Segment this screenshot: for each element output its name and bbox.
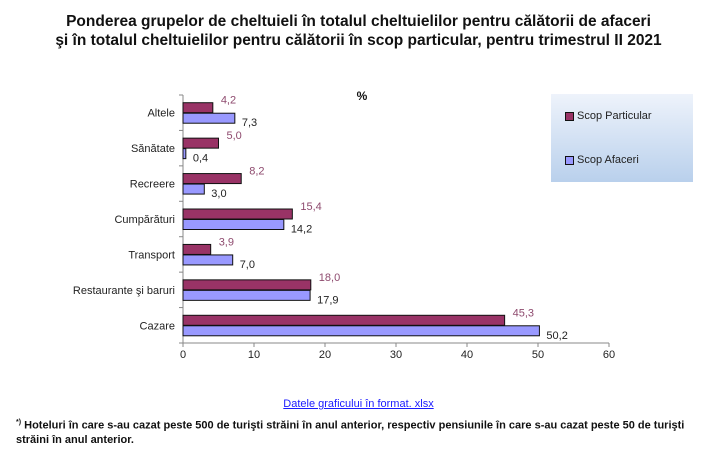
legend-label-afaceri: Scop Afaceri xyxy=(577,154,639,166)
bar-afaceri xyxy=(182,148,187,160)
data-label-particular: 5,0 xyxy=(227,130,242,142)
x-tick-label: 60 xyxy=(603,349,615,361)
data-label-particular: 3,9 xyxy=(219,236,234,248)
title-line-2: şi în totalul cheltuielilor pentru călăt… xyxy=(55,32,662,49)
category-label: Transport xyxy=(128,249,175,261)
title-line-1: Ponderea grupelor de cheltuieli în total… xyxy=(66,13,651,30)
bar-afaceri xyxy=(182,183,205,195)
data-xlsx-link[interactable]: Datele graficului în format. xlsx xyxy=(283,398,434,410)
legend: Scop Particular Scop Afaceri xyxy=(551,94,693,182)
x-tick-label: 10 xyxy=(248,349,260,361)
data-label-particular: 15,4 xyxy=(300,201,321,213)
bar-chart: % 0 10 20 30 40 50 60 Altele 4,2 7,3 Sănătate 5,0 0,4… xyxy=(73,89,615,361)
bar-afaceri xyxy=(182,254,234,266)
x-tick-label: 30 xyxy=(390,349,402,361)
data-label-afaceri: 0,4 xyxy=(193,153,208,165)
category-label: Restaurante şi baruri xyxy=(73,285,175,297)
data-label-afaceri: 7,0 xyxy=(240,259,255,271)
category-label: Sănătate xyxy=(131,143,175,155)
footnote-text: Hoteluri în care s-au cazat peste 500 de… xyxy=(16,419,685,446)
legend-swatch-afaceri xyxy=(565,155,574,165)
chart-title: Ponderea grupelor de cheltuieli în total… xyxy=(0,12,717,50)
bar-afaceri xyxy=(182,325,540,337)
x-tick-label: 0 xyxy=(180,349,186,361)
legend-label-particular: Scop Particular xyxy=(577,110,652,122)
legend-swatch-particular xyxy=(565,111,574,121)
category-label: Cazare xyxy=(140,320,175,332)
legend-item-particular: Scop Particular xyxy=(565,110,652,122)
category-label: Recreere xyxy=(130,179,175,191)
bar-particular xyxy=(182,208,293,220)
bar-particular xyxy=(182,314,506,326)
bar-particular xyxy=(182,243,212,255)
x-tick-label: 40 xyxy=(461,349,473,361)
category-label: Altele xyxy=(147,108,175,120)
category-label: Cumpărături xyxy=(114,214,175,226)
bar-afaceri xyxy=(182,219,285,230)
data-label-afaceri: 3,0 xyxy=(211,188,226,200)
x-tick-label: 50 xyxy=(532,349,544,361)
data-label-particular: 18,0 xyxy=(319,272,340,284)
x-tick-label: 20 xyxy=(319,349,331,361)
footnote-mark: *) xyxy=(16,419,22,426)
bar-particular xyxy=(182,137,219,149)
bar-particular xyxy=(182,279,312,291)
data-label-particular: 8,2 xyxy=(249,166,264,178)
data-label-afaceri: 17,9 xyxy=(317,294,338,306)
data-label-particular: 4,2 xyxy=(221,95,236,107)
data-label-afaceri: 50,2 xyxy=(546,330,567,342)
data-label-afaceri: 7,3 xyxy=(242,117,257,129)
bar-particular xyxy=(182,173,242,185)
footnote: *) Hoteluri în care s-au cazat peste 500… xyxy=(16,416,706,447)
bar-afaceri xyxy=(182,289,311,301)
unit-label: % xyxy=(357,89,368,103)
bar-particular xyxy=(182,102,214,114)
data-label-afaceri: 14,2 xyxy=(291,224,312,236)
legend-item-afaceri: Scop Afaceri xyxy=(565,154,639,166)
data-label-particular: 45,3 xyxy=(513,307,534,319)
bar-afaceri xyxy=(182,112,236,124)
